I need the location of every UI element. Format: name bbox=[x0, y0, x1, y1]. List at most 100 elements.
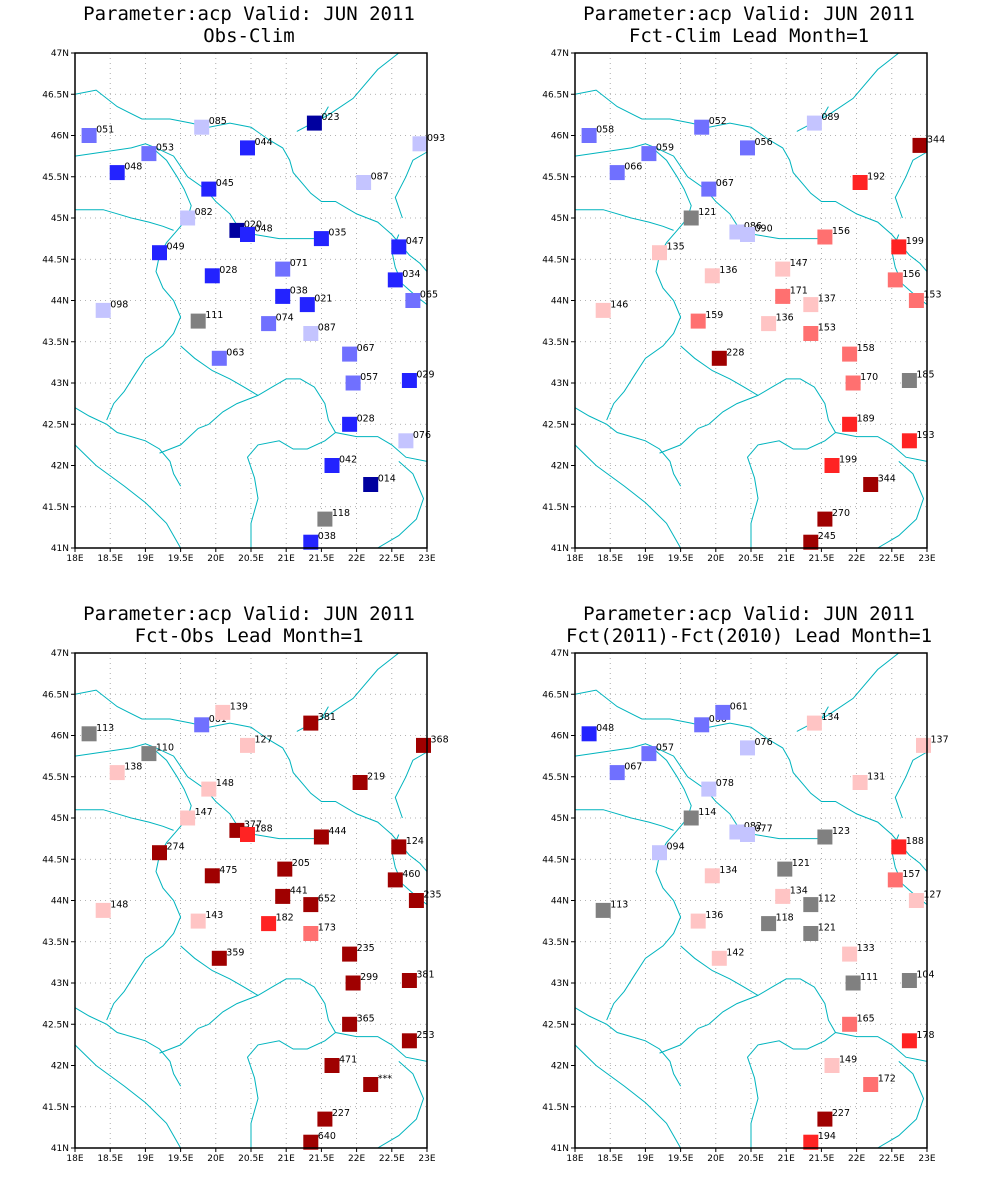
boundary-line bbox=[574, 407, 682, 487]
station-value-label: 381 bbox=[318, 712, 336, 723]
station-marker bbox=[609, 165, 625, 181]
station-marker bbox=[817, 229, 833, 245]
station-marker bbox=[701, 181, 717, 197]
station-value-label: 048 bbox=[596, 723, 614, 734]
station-value-label: 082 bbox=[195, 207, 213, 218]
station-marker bbox=[852, 775, 868, 790]
boundary-line bbox=[320, 706, 329, 720]
station-value-label: 274 bbox=[167, 842, 185, 853]
panel-title-line1: Parameter:acp Valid: JUN 2011 bbox=[83, 603, 415, 625]
station-marker bbox=[387, 272, 403, 288]
station-marker bbox=[194, 119, 210, 135]
station-marker bbox=[303, 1134, 319, 1150]
station-value-label: 173 bbox=[318, 923, 336, 934]
station-value-label: *** bbox=[378, 1074, 393, 1085]
y-tick-label: 46N bbox=[551, 732, 569, 742]
panel-title-line2: Fct(2011)-Fct(2010) Lead Month=1 bbox=[566, 625, 932, 647]
station-value-label: 020 bbox=[244, 219, 262, 230]
station-marker bbox=[581, 128, 597, 143]
station-value-label: 153 bbox=[818, 323, 836, 334]
station-value-label: 066 bbox=[624, 162, 642, 173]
x-tick-label: 20E bbox=[207, 554, 224, 564]
boundary-line bbox=[659, 423, 709, 454]
station-value-label: 067 bbox=[624, 762, 642, 773]
y-tick-label: 45N bbox=[51, 814, 69, 824]
station-marker bbox=[704, 868, 720, 884]
x-tick-label: 20E bbox=[207, 1154, 224, 1164]
x-tick-label: 20.5E bbox=[738, 554, 764, 564]
station-marker bbox=[842, 416, 858, 432]
station-value-label: 121 bbox=[818, 923, 836, 934]
station-marker bbox=[141, 146, 157, 162]
y-tick-label: 46.5N bbox=[542, 690, 569, 700]
station-value-label: 112 bbox=[818, 894, 836, 905]
station-value-label: 460 bbox=[402, 869, 420, 880]
station-value-label: 131 bbox=[867, 772, 885, 783]
station-value-label: 113 bbox=[96, 723, 114, 734]
station-marker bbox=[352, 775, 368, 790]
boundary-line bbox=[208, 394, 259, 425]
station-marker bbox=[711, 350, 727, 366]
station-value-label: 104 bbox=[916, 970, 934, 981]
station-marker bbox=[152, 845, 167, 861]
y-tick-label: 43N bbox=[51, 379, 69, 389]
station-value-label: 245 bbox=[818, 531, 836, 542]
station-marker bbox=[408, 893, 424, 908]
station-marker bbox=[916, 737, 931, 753]
station-marker bbox=[641, 146, 657, 162]
station-value-label: 138 bbox=[124, 762, 142, 773]
station-value-label: 038 bbox=[318, 531, 336, 542]
y-tick-label: 42N bbox=[51, 1062, 69, 1072]
station-value-label: 253 bbox=[416, 1030, 434, 1041]
y-tick-label: 46N bbox=[551, 132, 569, 142]
y-tick-label: 41.5N bbox=[542, 1103, 569, 1113]
station-marker bbox=[806, 115, 822, 131]
y-tick-label: 44.5N bbox=[42, 855, 69, 865]
station-value-label: 199 bbox=[906, 236, 924, 247]
station-value-label: 123 bbox=[832, 826, 850, 837]
station-marker bbox=[317, 511, 333, 527]
boundary-line bbox=[320, 106, 329, 120]
x-tick-label: 18E bbox=[566, 1154, 583, 1164]
boundary-line bbox=[820, 706, 829, 720]
station-marker bbox=[740, 740, 755, 756]
y-tick-label: 42N bbox=[551, 462, 569, 472]
station-value-label: 053 bbox=[156, 143, 174, 154]
x-tick-label: 18E bbox=[66, 554, 83, 564]
y-tick-label: 42.5N bbox=[42, 1020, 69, 1030]
station-value-label: 042 bbox=[339, 455, 357, 466]
station-marker bbox=[824, 458, 840, 473]
station-value-label: 056 bbox=[755, 137, 773, 148]
x-tick-label: 21.5E bbox=[809, 554, 835, 564]
station-marker bbox=[412, 136, 428, 152]
station-value-label: 127 bbox=[923, 890, 941, 901]
y-tick-label: 42.5N bbox=[42, 420, 69, 430]
x-tick-label: 19.5E bbox=[168, 554, 194, 564]
station-marker bbox=[803, 897, 819, 913]
station-value-label: 110 bbox=[156, 743, 174, 754]
station-marker bbox=[775, 288, 791, 304]
station-value-label: 049 bbox=[167, 242, 185, 253]
boundary-line bbox=[74, 89, 428, 272]
x-tick-label: 23E bbox=[918, 554, 935, 564]
station-value-label: 192 bbox=[867, 172, 885, 183]
station-value-label: 021 bbox=[314, 294, 332, 305]
station-value-label: 028 bbox=[357, 413, 375, 424]
station-value-label: 127 bbox=[255, 734, 273, 745]
station-value-label: 124 bbox=[406, 836, 424, 847]
station-marker bbox=[387, 872, 403, 888]
boundary-line bbox=[159, 1023, 209, 1054]
boundary-line bbox=[75, 209, 174, 231]
x-tick-label: 18.5E bbox=[97, 1154, 123, 1164]
station-marker bbox=[275, 261, 291, 277]
station-marker bbox=[817, 1111, 833, 1127]
boundary-line bbox=[180, 945, 428, 1062]
boundary-line bbox=[575, 809, 674, 831]
station-value-label: 038 bbox=[290, 285, 308, 296]
station-value-label: 368 bbox=[431, 734, 449, 745]
station-value-label: 170 bbox=[860, 372, 878, 383]
station-marker bbox=[901, 1033, 917, 1049]
x-tick-label: 19E bbox=[637, 1154, 654, 1164]
station-marker bbox=[324, 1058, 340, 1073]
station-value-label: 035 bbox=[328, 228, 346, 239]
